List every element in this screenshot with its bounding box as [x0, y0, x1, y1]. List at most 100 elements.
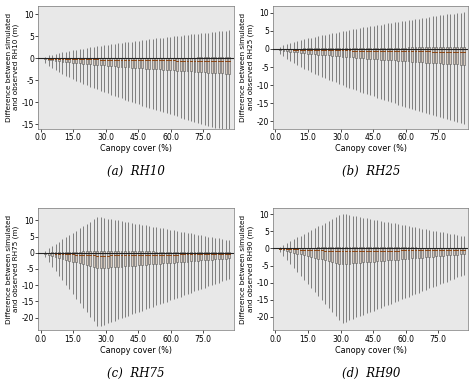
Text: (b)  RH25: (b) RH25	[342, 165, 400, 179]
Bar	[72, 58, 74, 63]
Bar	[103, 58, 105, 66]
Bar	[408, 247, 410, 259]
Bar	[390, 247, 392, 260]
Bar	[432, 248, 434, 257]
Bar	[331, 247, 333, 262]
X-axis label: Canopy cover (%): Canopy cover (%)	[335, 346, 407, 355]
Bar	[173, 252, 174, 262]
Bar	[138, 252, 140, 265]
Bar	[279, 49, 281, 50]
Bar	[141, 58, 143, 68]
Bar	[425, 248, 427, 257]
Bar	[356, 247, 357, 263]
Bar	[328, 48, 329, 55]
Bar	[197, 252, 199, 261]
Bar	[363, 247, 365, 262]
Bar	[169, 252, 171, 263]
Bar	[159, 252, 161, 264]
Bar	[173, 58, 174, 70]
Bar	[162, 58, 164, 70]
Bar	[369, 247, 371, 262]
Bar	[449, 248, 451, 255]
Bar	[321, 247, 323, 259]
Bar	[310, 48, 312, 54]
Bar	[415, 248, 417, 258]
Bar	[218, 57, 220, 73]
Bar	[321, 48, 323, 55]
Bar	[100, 251, 101, 268]
Bar	[428, 248, 430, 257]
Bar	[369, 48, 371, 59]
Bar	[204, 57, 206, 72]
Bar	[376, 247, 378, 261]
Bar	[293, 248, 295, 253]
Bar	[293, 49, 295, 52]
Bar	[131, 251, 133, 266]
Bar	[110, 251, 112, 268]
Bar	[453, 248, 455, 255]
Bar	[96, 251, 98, 268]
Bar	[411, 248, 413, 259]
Bar	[180, 252, 182, 262]
Bar	[408, 48, 410, 61]
Bar	[72, 252, 74, 262]
Bar	[96, 58, 98, 65]
Bar	[187, 58, 189, 71]
Bar	[449, 47, 451, 64]
Bar	[303, 48, 305, 53]
Bar	[214, 252, 216, 259]
Bar	[394, 48, 396, 60]
Bar	[373, 247, 375, 262]
Bar	[221, 252, 223, 259]
Bar	[89, 251, 91, 266]
Bar	[421, 48, 423, 62]
Bar	[89, 58, 91, 64]
Bar	[338, 247, 340, 264]
Bar	[373, 48, 375, 59]
Bar	[345, 48, 347, 57]
Bar	[397, 48, 399, 61]
Bar	[296, 248, 298, 254]
Bar	[107, 251, 109, 268]
Bar	[456, 248, 458, 255]
Bar	[197, 57, 199, 72]
Bar	[228, 57, 230, 74]
Bar	[404, 247, 406, 259]
X-axis label: Canopy cover (%): Canopy cover (%)	[335, 144, 407, 153]
Bar	[117, 58, 119, 67]
Bar	[82, 58, 84, 64]
Bar	[279, 248, 281, 249]
Bar	[342, 48, 344, 57]
Bar	[439, 248, 441, 256]
Bar	[124, 58, 126, 67]
Bar	[307, 48, 309, 53]
Bar	[356, 48, 357, 58]
Bar	[148, 252, 150, 264]
Bar	[439, 47, 441, 64]
Bar	[296, 49, 298, 52]
Bar	[93, 251, 95, 267]
Bar	[404, 48, 406, 61]
Bar	[65, 252, 67, 260]
Bar	[93, 58, 95, 65]
Bar	[183, 252, 185, 262]
Bar	[366, 247, 368, 262]
Bar	[58, 252, 60, 258]
Bar	[221, 57, 223, 73]
Bar	[363, 48, 365, 58]
Bar	[124, 251, 126, 266]
Bar	[166, 58, 168, 70]
Bar	[225, 57, 227, 74]
Bar	[68, 58, 70, 62]
Bar	[138, 58, 140, 68]
Bar	[300, 248, 302, 254]
Bar	[117, 251, 119, 267]
Bar	[331, 48, 333, 56]
Bar	[183, 58, 185, 71]
Bar	[176, 252, 178, 262]
Bar	[62, 252, 64, 259]
Bar	[307, 248, 309, 256]
Bar	[166, 252, 168, 263]
Bar	[47, 253, 49, 255]
Bar	[180, 58, 182, 71]
